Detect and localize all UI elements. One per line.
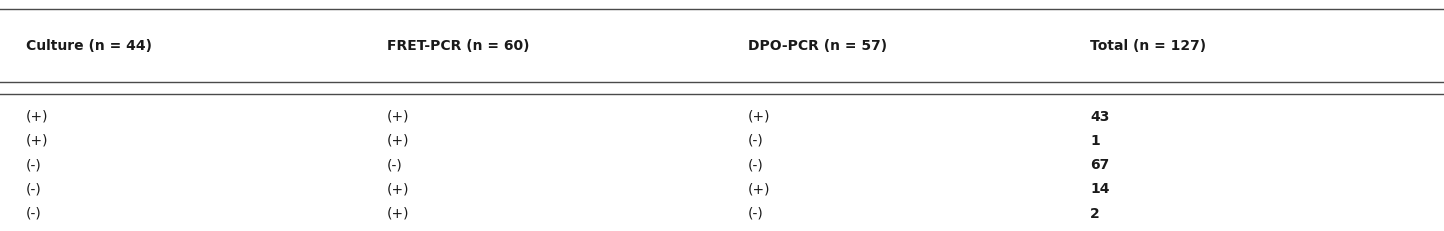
Text: (-): (-): [748, 207, 764, 221]
Text: (+): (+): [748, 110, 771, 124]
Text: FRET-PCR (n = 60): FRET-PCR (n = 60): [387, 39, 530, 53]
Text: 2: 2: [1090, 207, 1100, 221]
Text: 14: 14: [1090, 182, 1110, 196]
Text: (+): (+): [387, 110, 410, 124]
Text: 67: 67: [1090, 158, 1109, 172]
Text: (-): (-): [387, 158, 403, 172]
Text: Total (n = 127): Total (n = 127): [1090, 39, 1206, 53]
Text: (+): (+): [387, 182, 410, 196]
Text: (-): (-): [26, 158, 42, 172]
Text: Culture (n = 44): Culture (n = 44): [26, 39, 152, 53]
Text: (-): (-): [26, 182, 42, 196]
Text: DPO-PCR (n = 57): DPO-PCR (n = 57): [748, 39, 887, 53]
Text: (+): (+): [26, 110, 49, 124]
Text: (+): (+): [387, 134, 410, 148]
Text: (+): (+): [748, 182, 771, 196]
Text: 1: 1: [1090, 134, 1100, 148]
Text: 43: 43: [1090, 110, 1109, 124]
Text: (-): (-): [748, 158, 764, 172]
Text: (+): (+): [387, 207, 410, 221]
Text: (-): (-): [748, 134, 764, 148]
Text: (-): (-): [26, 207, 42, 221]
Text: (+): (+): [26, 134, 49, 148]
